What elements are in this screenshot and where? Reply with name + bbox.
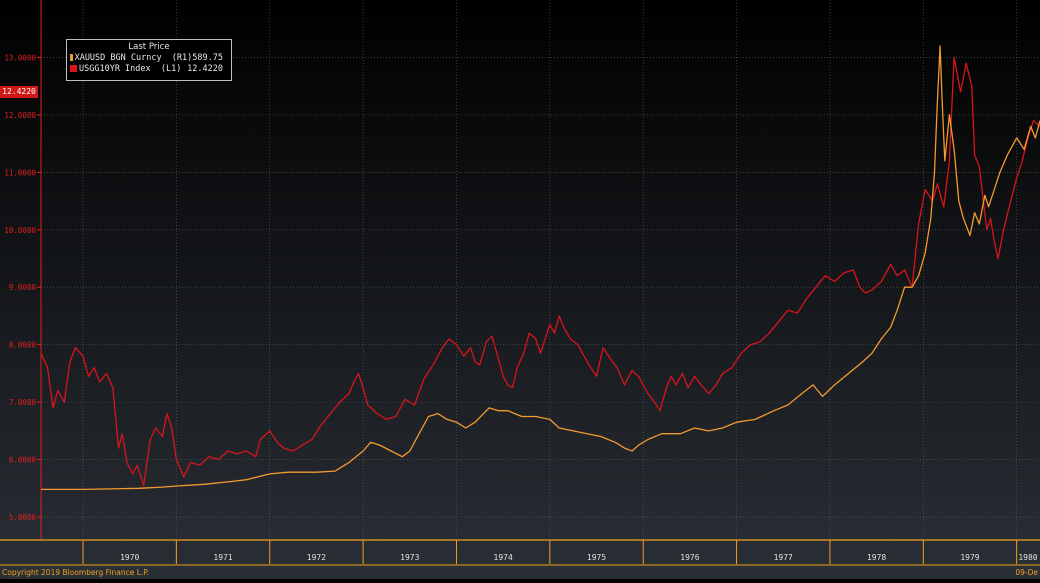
grid-layer: [41, 0, 1040, 540]
y-tick-label: 10.0000: [4, 226, 36, 235]
x-tick-label: 1979: [960, 553, 979, 562]
legend-swatch-yield: [70, 65, 77, 72]
y-tick-label: 6.0000: [9, 456, 37, 465]
copyright-text: Copyright 2019 Bloomberg Finance L.P.: [2, 568, 150, 577]
legend-item-gold: XAUUSD BGN Curncy (R1) 589.75: [67, 52, 231, 63]
legend-item-yield: USGG10YR Index (L1) 12.4220: [67, 63, 231, 74]
y-tick-label: 13.0000: [4, 53, 36, 62]
x-tick-label: 1975: [587, 553, 606, 562]
series-line-gold: [41, 45, 1040, 491]
x-tick-label: 1977: [774, 553, 793, 562]
legend: Last Price XAUUSD BGN Curncy (R1) 589.75…: [66, 39, 232, 81]
y-tick-label: 9.0000: [9, 283, 37, 292]
last-value-badge: 12.4220: [0, 86, 38, 98]
legend-title: Last Price: [128, 42, 170, 52]
y-tick-label: 12.0000: [4, 111, 36, 120]
y-tick-label: 7.0000: [9, 398, 37, 407]
y-tick-label: 5.0000: [9, 513, 37, 522]
legend-item-name: XAUUSD BGN Curncy (R1): [74, 52, 193, 63]
legend-item-value: 589.75: [192, 52, 223, 63]
y-tick-label: 11.0000: [4, 168, 36, 177]
x-tick-label: 1980: [1018, 553, 1037, 562]
series-layer: [40, 45, 1040, 491]
y-tick-label: 8.0000: [9, 341, 37, 350]
x-tick-label: 1974: [494, 553, 513, 562]
legend-item-value: 12.4220: [187, 63, 223, 74]
legend-swatch-gold: [70, 54, 73, 61]
x-tick-label: 1971: [213, 553, 232, 562]
series-line-yield: [40, 56, 1040, 487]
legend-item-name: USGG10YR Index (L1): [79, 63, 182, 74]
x-tick-label: 1973: [400, 553, 419, 562]
x-tick-label: 1978: [867, 553, 886, 562]
axis-layer: 5.0000 6.0000 7.0000 8.0000 9.0000 10.0000 11.…: [0, 0, 1040, 566]
x-tick-label: 1970: [120, 553, 139, 562]
x-tick-label: 1972: [307, 553, 326, 562]
x-tick-label: 1976: [680, 553, 699, 562]
date-stamp: 09-De: [1015, 568, 1038, 577]
